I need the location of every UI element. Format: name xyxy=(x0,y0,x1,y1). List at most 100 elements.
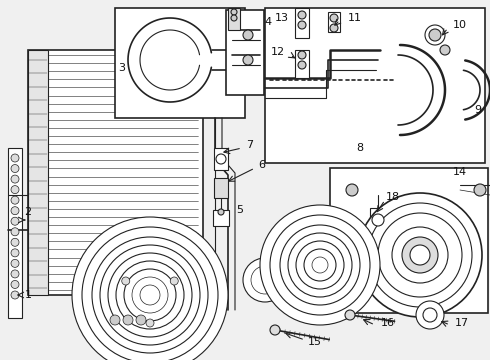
Circle shape xyxy=(216,154,226,164)
Text: 11: 11 xyxy=(348,13,362,23)
Circle shape xyxy=(11,291,19,299)
Bar xyxy=(28,50,48,295)
Bar xyxy=(328,12,340,32)
Circle shape xyxy=(11,154,19,162)
Circle shape xyxy=(11,175,19,183)
Circle shape xyxy=(346,184,358,196)
Circle shape xyxy=(11,228,19,236)
Bar xyxy=(226,10,264,95)
Circle shape xyxy=(231,15,237,21)
Circle shape xyxy=(358,193,482,317)
Circle shape xyxy=(132,277,168,313)
Circle shape xyxy=(423,308,437,322)
Circle shape xyxy=(136,315,146,325)
Circle shape xyxy=(372,214,384,226)
Text: 1: 1 xyxy=(24,290,31,300)
Text: 4: 4 xyxy=(265,17,271,27)
Circle shape xyxy=(298,51,306,59)
Text: 8: 8 xyxy=(356,143,364,153)
Circle shape xyxy=(474,184,486,196)
Circle shape xyxy=(270,215,370,315)
Bar xyxy=(213,210,229,226)
Circle shape xyxy=(288,233,352,297)
Bar xyxy=(295,8,309,38)
Text: 5: 5 xyxy=(237,205,244,215)
Circle shape xyxy=(231,9,237,15)
Circle shape xyxy=(296,241,344,289)
Circle shape xyxy=(330,14,338,22)
Circle shape xyxy=(243,258,287,302)
Text: 9: 9 xyxy=(474,105,482,115)
Circle shape xyxy=(11,217,19,225)
Circle shape xyxy=(410,245,430,265)
Bar xyxy=(8,148,22,318)
Circle shape xyxy=(440,45,450,55)
Circle shape xyxy=(345,310,355,320)
Circle shape xyxy=(251,266,279,294)
Text: 15: 15 xyxy=(308,337,322,347)
Circle shape xyxy=(312,257,328,273)
Circle shape xyxy=(170,277,178,285)
Circle shape xyxy=(146,319,154,327)
Circle shape xyxy=(368,203,472,307)
Circle shape xyxy=(72,217,228,360)
Circle shape xyxy=(11,238,19,246)
Text: 10: 10 xyxy=(453,20,467,30)
Bar xyxy=(330,168,488,313)
Circle shape xyxy=(11,260,19,267)
Circle shape xyxy=(11,280,19,288)
Circle shape xyxy=(425,25,445,45)
Circle shape xyxy=(82,227,218,360)
Bar xyxy=(115,8,245,118)
Circle shape xyxy=(260,205,380,325)
Text: 12: 12 xyxy=(271,47,285,57)
Text: 7: 7 xyxy=(246,140,253,150)
Circle shape xyxy=(11,165,19,172)
Circle shape xyxy=(11,207,19,215)
Text: 14: 14 xyxy=(453,167,467,177)
Circle shape xyxy=(298,11,306,19)
Polygon shape xyxy=(65,178,480,360)
Circle shape xyxy=(270,325,280,335)
Circle shape xyxy=(402,237,438,273)
Text: 13: 13 xyxy=(275,13,289,23)
Circle shape xyxy=(124,269,176,321)
Circle shape xyxy=(110,315,120,325)
Bar xyxy=(295,50,309,78)
Circle shape xyxy=(330,24,338,32)
Circle shape xyxy=(11,196,19,204)
Circle shape xyxy=(280,225,360,305)
Text: 17: 17 xyxy=(455,318,469,328)
Text: 2: 2 xyxy=(24,207,31,217)
Circle shape xyxy=(298,21,306,29)
Circle shape xyxy=(122,277,130,285)
Circle shape xyxy=(243,55,253,65)
Bar xyxy=(370,208,386,238)
Circle shape xyxy=(11,270,19,278)
Circle shape xyxy=(298,61,306,69)
Text: 3: 3 xyxy=(119,63,125,73)
Circle shape xyxy=(116,261,184,329)
Circle shape xyxy=(429,29,441,41)
Circle shape xyxy=(218,209,224,215)
Circle shape xyxy=(11,249,19,257)
Circle shape xyxy=(108,253,192,337)
Text: 18: 18 xyxy=(386,192,400,202)
Circle shape xyxy=(11,186,19,194)
Bar xyxy=(228,8,240,30)
Bar xyxy=(265,8,485,163)
Circle shape xyxy=(304,249,336,281)
Bar xyxy=(214,148,228,170)
Circle shape xyxy=(416,301,444,329)
Circle shape xyxy=(100,245,200,345)
Circle shape xyxy=(92,237,208,353)
Text: 6: 6 xyxy=(259,160,266,170)
Circle shape xyxy=(243,30,253,40)
Bar xyxy=(28,50,203,295)
Bar xyxy=(214,178,228,198)
Text: 16: 16 xyxy=(381,318,395,328)
Circle shape xyxy=(123,315,133,325)
Circle shape xyxy=(140,285,160,305)
Circle shape xyxy=(378,213,462,297)
Circle shape xyxy=(392,227,448,283)
